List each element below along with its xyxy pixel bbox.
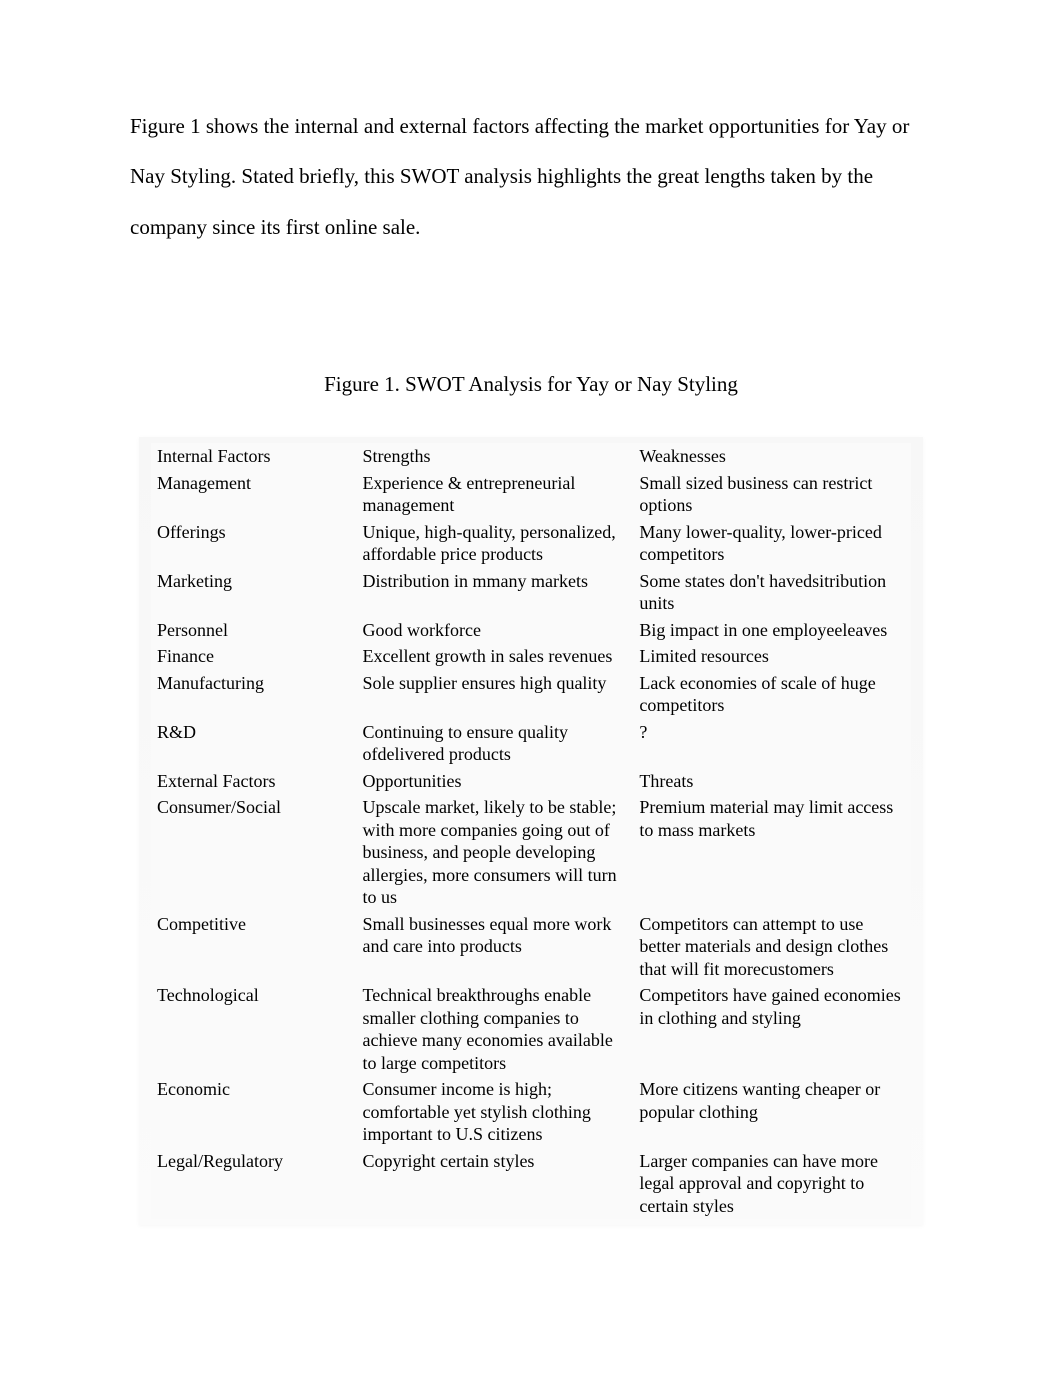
factor-cell: Internal Factors (151, 443, 356, 470)
factor-cell: Economic (151, 1076, 356, 1148)
table-row: ManagementExperience & entrepreneurial m… (151, 470, 911, 519)
weakness-cell: Big impact in one employeeleaves (633, 617, 911, 644)
factor-cell: External Factors (151, 768, 356, 795)
table-row: TechnologicalTechnical breakthroughs ena… (151, 982, 911, 1076)
strength-cell: Technical breakthroughs enable smaller c… (356, 982, 633, 1076)
strength-cell: Upscale market, likely to be stable; wit… (356, 794, 633, 911)
weakness-cell: Some states don't havedsitribution units (633, 568, 911, 617)
factor-cell: Competitive (151, 911, 356, 983)
factor-cell: Offerings (151, 519, 356, 568)
swot-table-wrap: Internal FactorsStrengthsWeaknessesManag… (139, 437, 923, 1225)
strength-cell: Continuing to ensure quality ofdelivered… (356, 719, 633, 768)
weakness-cell: Many lower-quality, lower-priced competi… (633, 519, 911, 568)
factor-cell: R&D (151, 719, 356, 768)
strength-cell: Unique, high-quality, personalized, affo… (356, 519, 633, 568)
factor-cell: Manufacturing (151, 670, 356, 719)
intro-paragraph: Figure 1 shows the internal and external… (130, 101, 932, 252)
swot-table-body: Internal FactorsStrengthsWeaknessesManag… (151, 443, 911, 1219)
table-row: MarketingDistribution in mmany marketsSo… (151, 568, 911, 617)
factor-cell: Technological (151, 982, 356, 1076)
strength-cell: Sole supplier ensures high quality (356, 670, 633, 719)
strength-cell: Consumer income is high; comfortable yet… (356, 1076, 633, 1148)
weakness-cell: Larger companies can have more legal app… (633, 1148, 911, 1220)
swot-table: Internal FactorsStrengthsWeaknessesManag… (151, 443, 911, 1219)
table-row: FinanceExcellent growth in sales revenue… (151, 643, 911, 670)
strength-cell: Small businesses equal more work and car… (356, 911, 633, 983)
table-row: R&DContinuing to ensure quality ofdelive… (151, 719, 911, 768)
table-row: ManufacturingSole supplier ensures high … (151, 670, 911, 719)
figure-title: Figure 1. SWOT Analysis for Yay or Nay S… (130, 372, 932, 397)
weakness-cell: Limited resources (633, 643, 911, 670)
table-row: OfferingsUnique, high-quality, personali… (151, 519, 911, 568)
table-row: CompetitiveSmall businesses equal more w… (151, 911, 911, 983)
factor-cell: Legal/Regulatory (151, 1148, 356, 1220)
strength-cell: Strengths (356, 443, 633, 470)
table-row: Legal/RegulatoryCopyright certain styles… (151, 1148, 911, 1220)
table-row: Internal FactorsStrengthsWeaknesses (151, 443, 911, 470)
factor-cell: Consumer/Social (151, 794, 356, 911)
strength-cell: Good workforce (356, 617, 633, 644)
factor-cell: Finance (151, 643, 356, 670)
weakness-cell: Competitors can attempt to use better ma… (633, 911, 911, 983)
weakness-cell: Small sized business can restrict option… (633, 470, 911, 519)
strength-cell: Opportunities (356, 768, 633, 795)
weakness-cell: Competitors have gained economies in clo… (633, 982, 911, 1076)
factor-cell: Marketing (151, 568, 356, 617)
weakness-cell: More citizens wanting cheaper or popular… (633, 1076, 911, 1148)
table-row: EconomicConsumer income is high; comfort… (151, 1076, 911, 1148)
weakness-cell: Lack economies of scale of huge competit… (633, 670, 911, 719)
table-row: PersonnelGood workforceBig impact in one… (151, 617, 911, 644)
weakness-cell: Weaknesses (633, 443, 911, 470)
strength-cell: Distribution in mmany markets (356, 568, 633, 617)
table-row: External FactorsOpportunitiesThreats (151, 768, 911, 795)
strength-cell: Excellent growth in sales revenues (356, 643, 633, 670)
strength-cell: Copyright certain styles (356, 1148, 633, 1220)
table-row: Consumer/SocialUpscale market, likely to… (151, 794, 911, 911)
weakness-cell: Premium material may limit access to mas… (633, 794, 911, 911)
document-page: Figure 1 shows the internal and external… (0, 0, 1062, 1377)
weakness-cell: Threats (633, 768, 911, 795)
weakness-cell: ? (633, 719, 911, 768)
strength-cell: Experience & entrepreneurial management (356, 470, 633, 519)
factor-cell: Personnel (151, 617, 356, 644)
factor-cell: Management (151, 470, 356, 519)
